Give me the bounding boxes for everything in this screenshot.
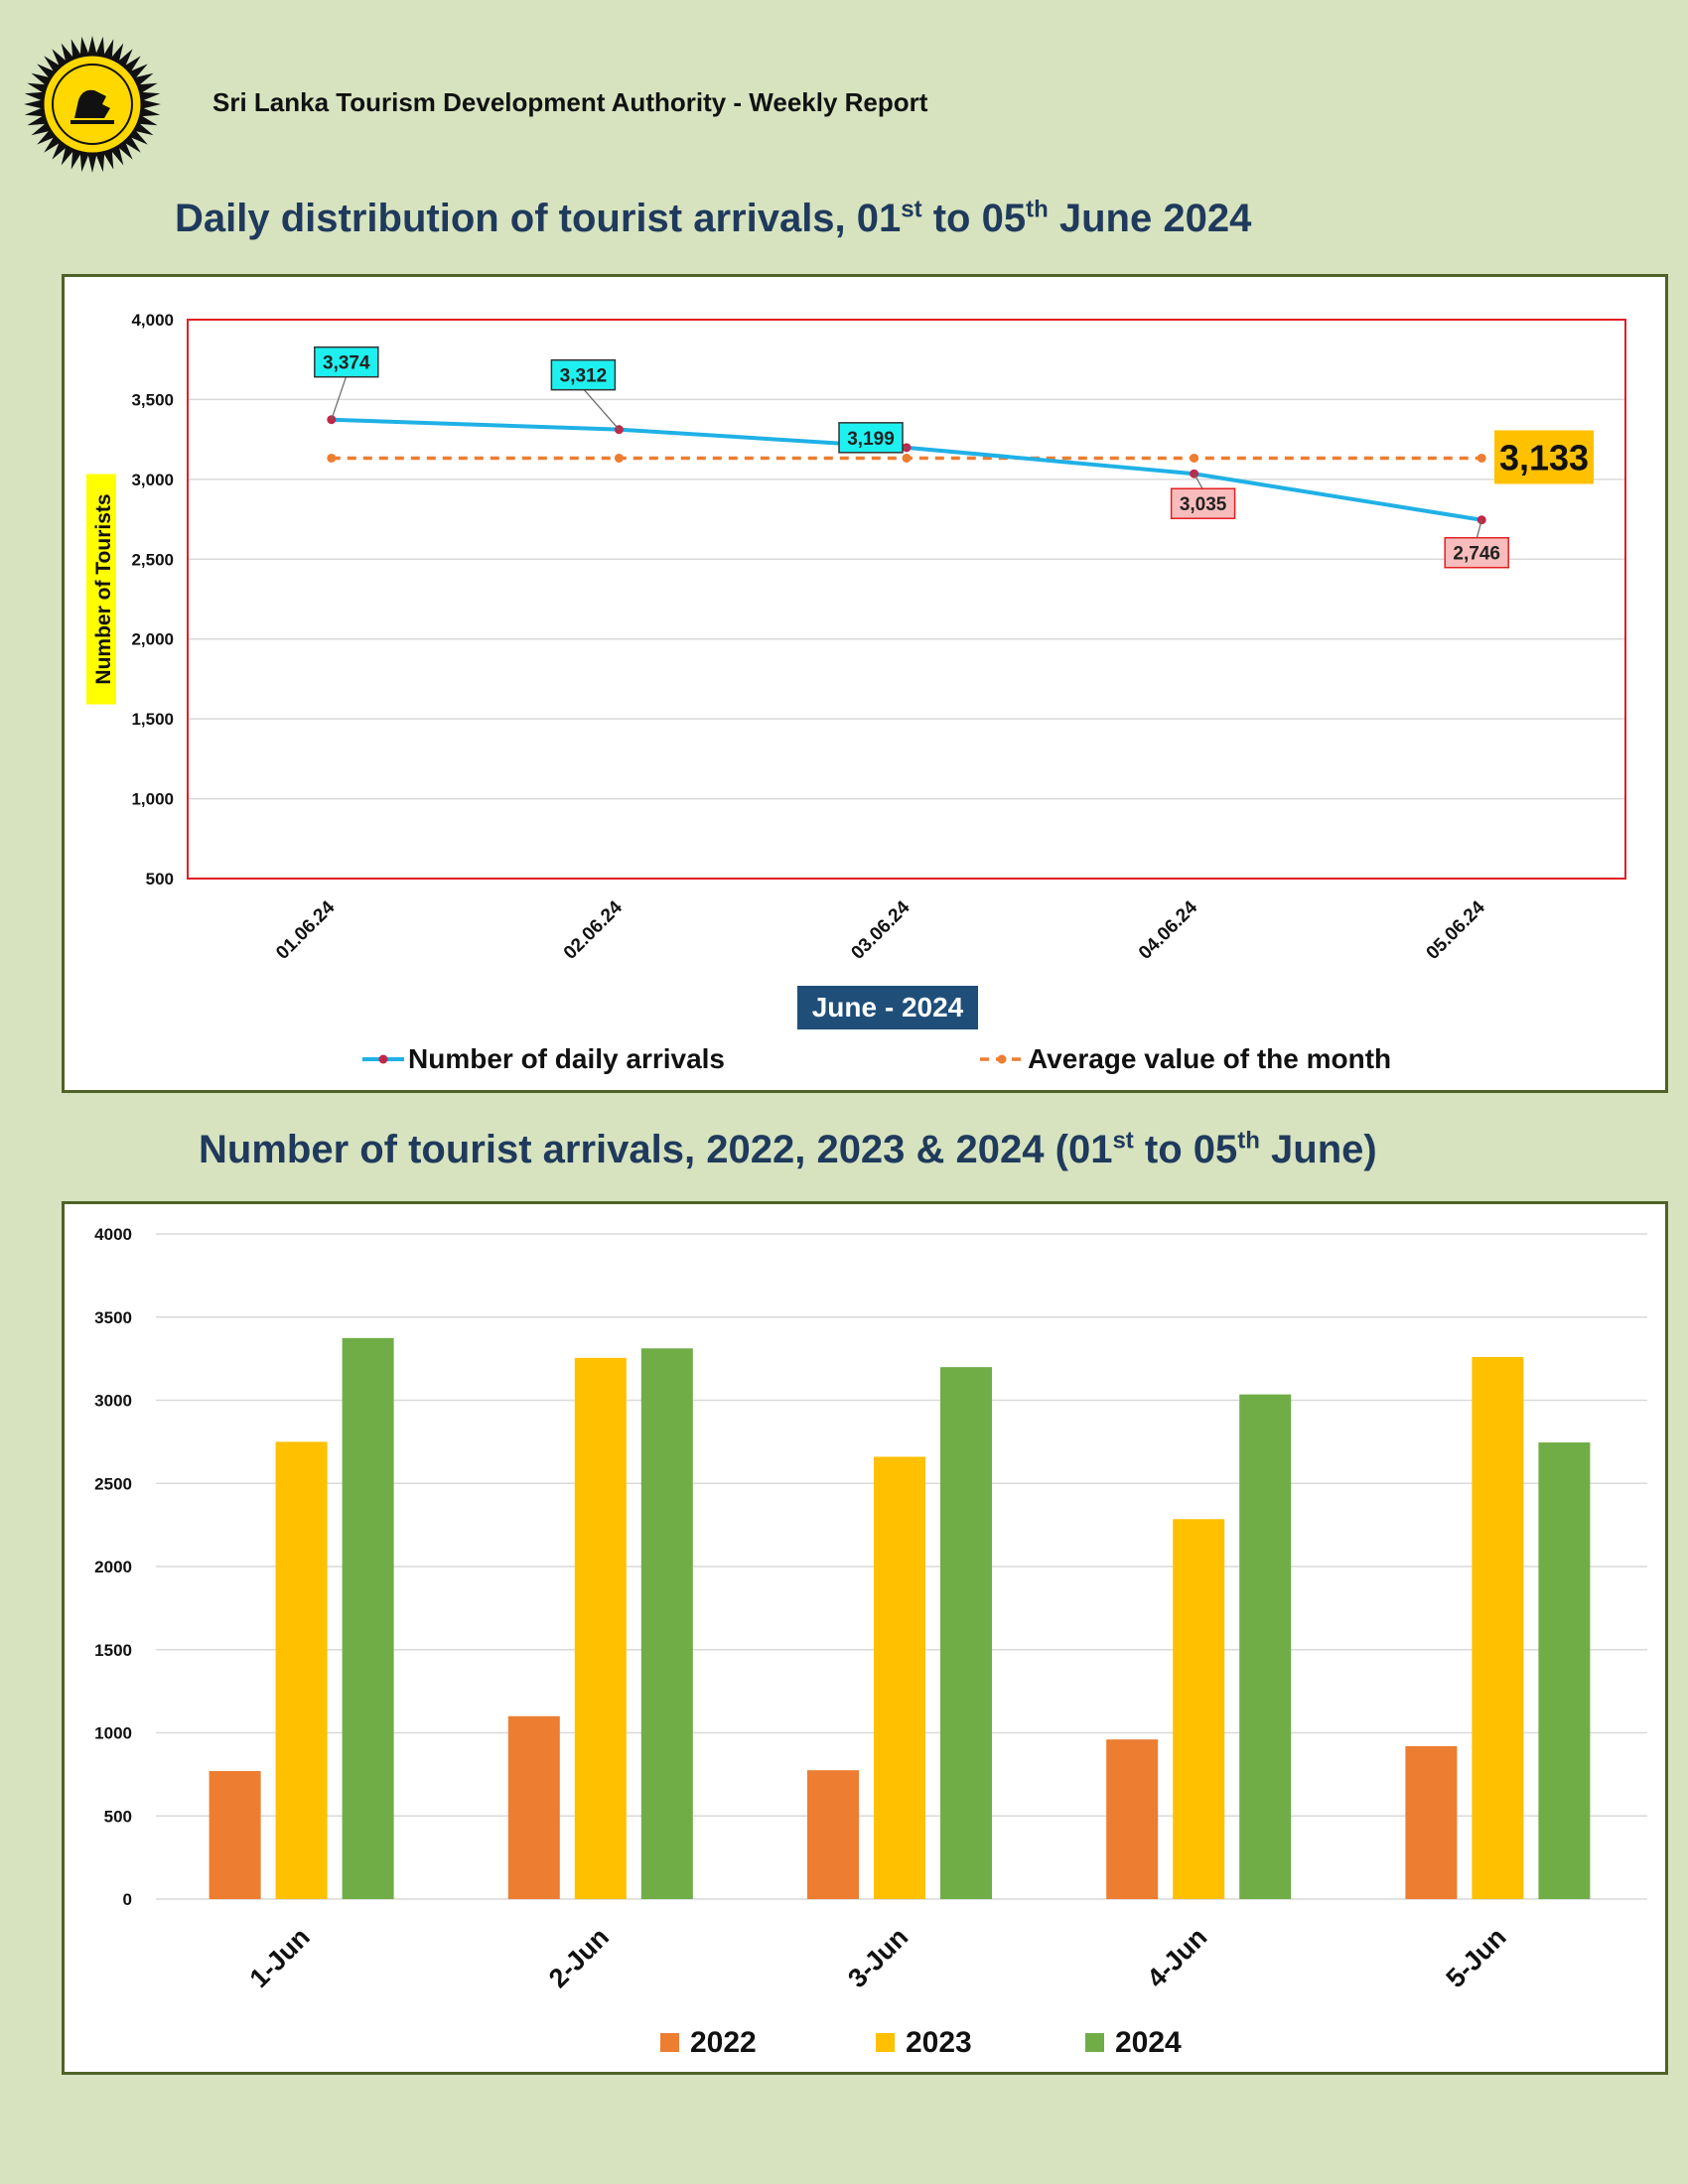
y-axis-label: Number of Tourists <box>86 474 116 705</box>
x-tick-label: 01.06.24 <box>272 896 339 963</box>
legend-daily-marker <box>378 1054 388 1064</box>
data-label-leader <box>1194 473 1204 490</box>
bar-2022 <box>1405 1745 1458 1899</box>
y-tick-label: 1000 <box>94 1724 132 1743</box>
x-tick-label: 5-Jun <box>1441 1922 1512 1993</box>
data-label-box <box>314 345 379 378</box>
bar-chart: 0 500 1000 1500 2000 2500 3000 3500 4000 1-Jun 2-J… <box>94 1225 1647 2059</box>
legend-label-2024: 2024 <box>1115 2026 1182 2059</box>
data-label: 3,199 <box>847 429 895 450</box>
data-label-box <box>550 358 617 391</box>
daily-point <box>902 443 912 453</box>
bar-2022 <box>209 1771 261 1899</box>
x-tick-label: 02.06.24 <box>560 896 627 963</box>
bar-2023 <box>1472 1356 1524 1899</box>
plot-area-border <box>187 319 1626 880</box>
line-chart: 500 1,000 1,500 2,000 2,500 3,000 3,500 4,000 Nu… <box>86 311 1626 1074</box>
y-tick-label: 3,500 <box>131 390 174 409</box>
y-tick-label: 1500 <box>94 1641 132 1660</box>
average-point <box>1190 453 1199 463</box>
daily-point <box>327 415 337 425</box>
y-tick-label: 2,000 <box>131 630 174 649</box>
x-tick-label: 2-Jun <box>543 1922 615 1993</box>
legend-label-2023: 2023 <box>906 2026 972 2059</box>
data-label-box <box>838 422 904 454</box>
bar-2024 <box>1538 1442 1591 1899</box>
legend-average-marker <box>997 1054 1007 1064</box>
line-chart-title: Daily distribution of tourist arrivals, … <box>175 196 1252 240</box>
y-tick-label: 2000 <box>94 1558 132 1576</box>
legend-daily-label: Number of daily arrivals <box>408 1043 725 1074</box>
x-tick-label: 04.06.24 <box>1135 896 1201 963</box>
y-tick-label: 500 <box>146 870 174 888</box>
data-label-box <box>1170 487 1236 519</box>
line-chart-panel: 500 1,000 1,500 2,000 2,500 3,000 3,500 4,000 Nu… <box>62 274 1668 1093</box>
bar-2023 <box>874 1456 925 1899</box>
y-tick-label: 3,000 <box>131 471 174 489</box>
y-tick-label: 2500 <box>94 1474 132 1493</box>
average-point <box>327 453 337 463</box>
y-axis-label-text: Number of Tourists <box>92 493 115 684</box>
bar-2022 <box>1106 1739 1159 1899</box>
x-tick-label: 1-Jun <box>244 1922 316 1993</box>
bar-chart-title: Number of tourist arrivals, 2022, 2023 &… <box>199 1127 1377 1171</box>
x-tick-label: 4-Jun <box>1141 1922 1212 1993</box>
data-label-leader <box>331 375 348 420</box>
legend-swatch-2023 <box>876 2033 895 2052</box>
data-label: 3,035 <box>1180 494 1227 515</box>
bar-2022 <box>807 1770 859 1899</box>
x-axis-title-background <box>797 986 978 1029</box>
data-label: 3,312 <box>560 366 608 387</box>
average-point <box>614 453 624 463</box>
daily-point <box>1477 515 1486 525</box>
y-tick-label: 0 <box>123 1890 132 1909</box>
average-badge-label: 3,133 <box>1499 437 1589 478</box>
legend-swatch-2024 <box>1085 2033 1104 2052</box>
line-chart-legend: Number of daily arrivals Average value of… <box>362 1043 1391 1074</box>
bar-2024 <box>342 1337 394 1899</box>
y-tick-label: 3000 <box>94 1392 132 1411</box>
data-label: 3,374 <box>323 353 370 374</box>
data-label-box <box>1444 536 1509 569</box>
bar-chart-panel: 0 500 1000 1500 2000 2500 3000 3500 4000 1-Jun 2-J… <box>62 1201 1668 2075</box>
bar-2023 <box>574 1357 627 1899</box>
bar-2024 <box>940 1367 992 1899</box>
y-tick-label: 1,500 <box>131 710 174 729</box>
y-tick-label: 500 <box>104 1807 132 1826</box>
y-tick-label: 3500 <box>94 1308 132 1327</box>
y-tick-label: 2,500 <box>131 550 174 569</box>
bar-chart-legend: 2022 2023 2024 <box>660 2026 1182 2059</box>
bar-2023 <box>1173 1519 1225 1899</box>
daily-arrivals-line <box>331 417 1482 522</box>
average-badge <box>1494 430 1594 484</box>
bar-2024 <box>1239 1394 1292 1899</box>
y-tick-label: 4000 <box>94 1225 132 1244</box>
x-tick-label: 3-Jun <box>842 1922 914 1993</box>
y-axis-label-highlight <box>86 474 116 705</box>
x-axis-title-text: June - 2024 <box>812 992 964 1023</box>
sltda-logo-icon <box>24 36 161 173</box>
x-tick-label: 05.06.24 <box>1423 896 1489 963</box>
legend-swatch-2022 <box>660 2033 679 2052</box>
average-point <box>1477 453 1486 463</box>
x-axis-title: June - 2024 <box>797 986 978 1029</box>
legend-average-label: Average value of the month <box>1028 1043 1391 1074</box>
data-label-leader <box>1476 519 1482 539</box>
report-header-title: Sri Lanka Tourism Development Authority … <box>212 87 928 117</box>
data-label-leader <box>582 388 620 431</box>
y-tick-label: 1,000 <box>131 790 174 809</box>
bar-2023 <box>275 1441 328 1899</box>
data-label: 2,746 <box>1453 544 1500 565</box>
average-point <box>902 453 912 463</box>
x-tick-label: 03.06.24 <box>847 896 914 963</box>
bar-2024 <box>640 1348 693 1899</box>
legend-label-2022: 2022 <box>690 2026 757 2059</box>
bar-2022 <box>507 1715 560 1899</box>
y-tick-label: 4,000 <box>131 311 174 330</box>
